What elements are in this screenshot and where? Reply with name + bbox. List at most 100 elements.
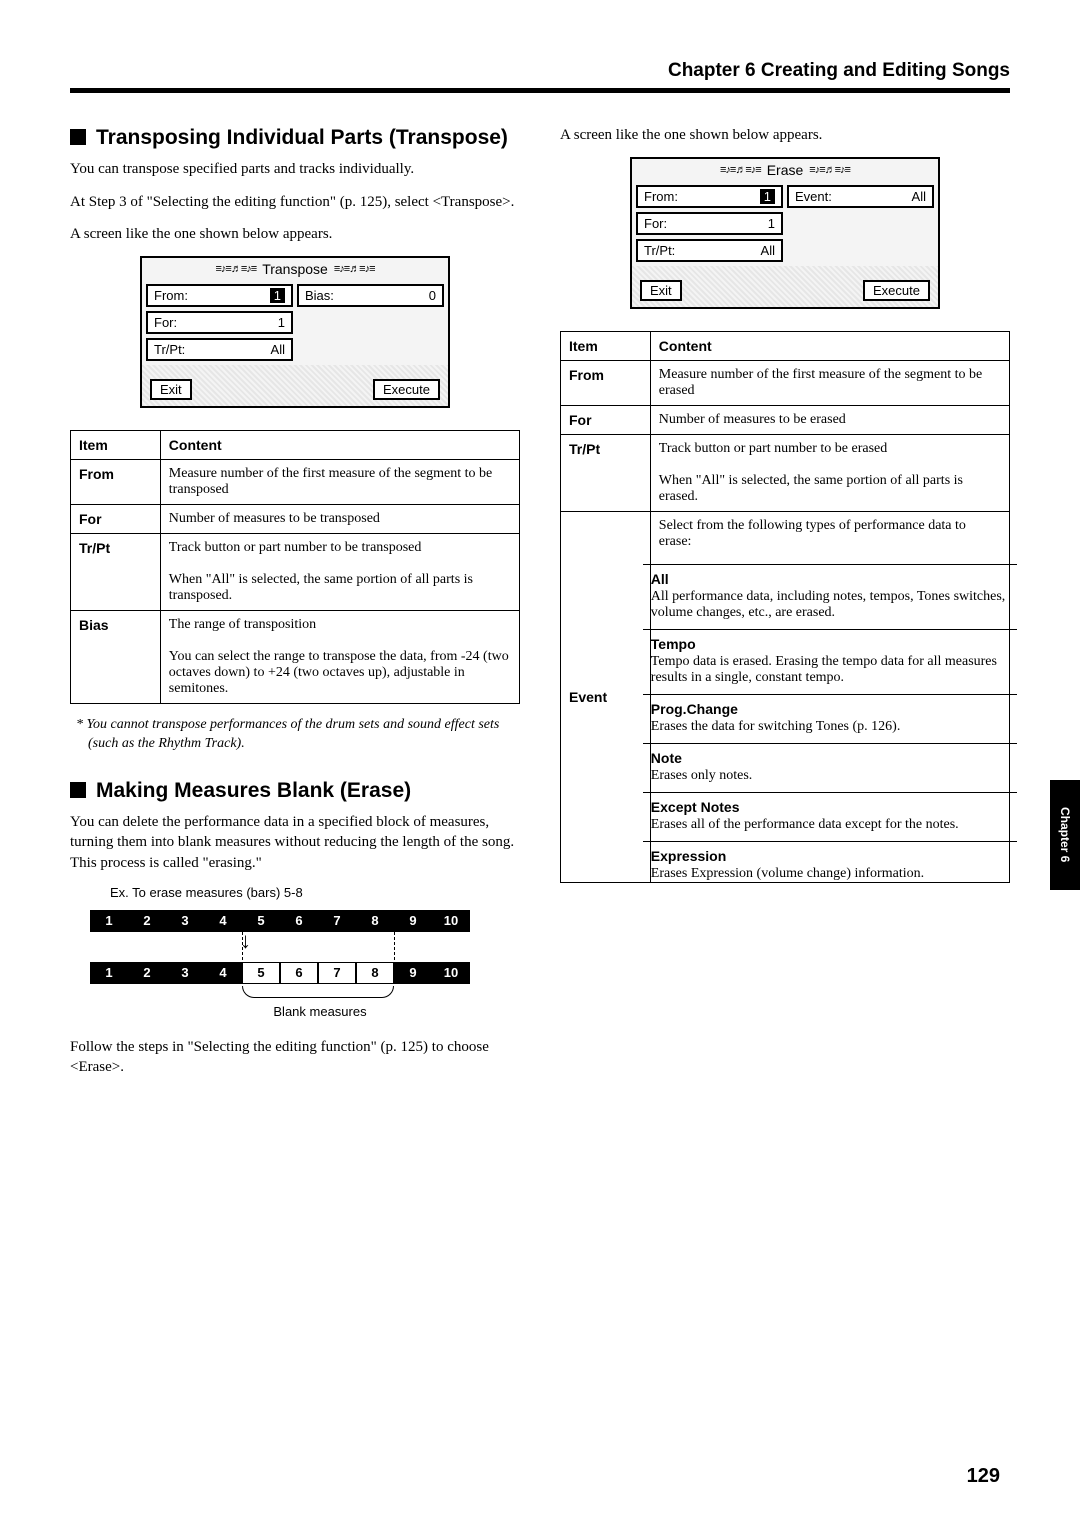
field-label: Event: xyxy=(795,189,832,204)
event-type-desc: Erases only notes. xyxy=(651,768,752,783)
field-value: 1 xyxy=(270,288,285,303)
field-label: Tr/Pt: xyxy=(154,342,185,357)
lcd-title-text: Transpose xyxy=(262,261,328,277)
measure-cell: 9 xyxy=(394,910,432,932)
field-value: 1 xyxy=(278,315,285,330)
measure-cell: 4 xyxy=(204,910,242,932)
event-type-title: Note xyxy=(651,750,1009,766)
left-column: Transposing Individual Parts (Transpose)… xyxy=(70,125,520,1089)
th-content: Content xyxy=(160,431,519,460)
erase-intro: You can delete the performance data in a… xyxy=(70,812,520,873)
transpose-intro: You can transpose specified parts and tr… xyxy=(70,159,520,179)
lcd-decor-icon: ≡♪≡♬≡♪≡ xyxy=(334,263,375,275)
event-type-desc: Erases Expression (volume change) inform… xyxy=(651,866,924,881)
lcd-title-text: Erase xyxy=(767,162,804,178)
exit-button[interactable]: Exit xyxy=(640,280,682,301)
row-item: For xyxy=(71,505,161,534)
lcd-event-field[interactable]: Event: All xyxy=(787,185,934,208)
lcd-decor-icon: ≡♪≡♬≡♪≡ xyxy=(216,263,257,275)
row-content: Measure number of the first measure of t… xyxy=(160,460,519,505)
field-value: 0 xyxy=(429,288,436,303)
transpose-heading: Transposing Individual Parts (Transpose) xyxy=(70,125,520,151)
measure-diagram: 12345678910 ↓ 12345678910 Blank measures xyxy=(90,910,520,1019)
measure-cell: 4 xyxy=(204,962,242,984)
event-type-title: All xyxy=(651,571,1009,587)
arrow-down-icon: ↓ xyxy=(90,930,251,952)
lcd-from-field[interactable]: From: 1 xyxy=(146,284,293,307)
brace-label: Blank measures xyxy=(220,1004,420,1019)
row-content: Track button or part number to be transp… xyxy=(160,534,519,611)
erase-example-caption: Ex. To erase measures (bars) 5-8 xyxy=(110,885,520,900)
row-content: Number of measures to be transposed xyxy=(160,505,519,534)
chapter-heading: Chapter 6 Creating and Editing Songs xyxy=(70,60,1010,93)
measure-cell: 1 xyxy=(90,962,128,984)
lcd-for-field[interactable]: For: 1 xyxy=(636,212,783,235)
measure-cell: 3 xyxy=(166,910,204,932)
measure-cell: 10 xyxy=(432,910,470,932)
th-content: Content xyxy=(650,332,1009,361)
right-column: A screen like the one shown below appear… xyxy=(560,125,1010,1089)
lcd-decor-icon: ≡♪≡♬≡♪≡ xyxy=(720,164,761,176)
measure-cell: 3 xyxy=(166,962,204,984)
row-content-line: The range of transposition xyxy=(169,617,316,632)
row-content: Measure number of the first measure of t… xyxy=(650,361,1009,406)
transpose-lcd: ≡♪≡♬≡♪≡ Transpose ≡♪≡♬≡♪≡ From: 1 For: 1… xyxy=(140,256,450,408)
row-content-line: Track button or part number to be transp… xyxy=(169,540,422,555)
event-type-desc: All performance data, including notes, t… xyxy=(651,589,1006,620)
lcd-trpt-field[interactable]: Tr/Pt: All xyxy=(636,239,783,262)
measure-cell: 10 xyxy=(432,962,470,984)
heading-text: Transposing Individual Parts (Transpose) xyxy=(96,125,508,151)
field-label: For: xyxy=(154,315,177,330)
erase-screen-intro: A screen like the one shown below appear… xyxy=(560,125,1010,145)
event-type-desc: Erases the data for switching Tones (p. … xyxy=(651,719,901,734)
row-content-line: Track button or part number to be erased xyxy=(659,441,887,456)
heading-text: Making Measures Blank (Erase) xyxy=(96,778,411,804)
row-content-line: You can select the range to transpose th… xyxy=(169,649,509,696)
row-item: From xyxy=(561,361,651,406)
row-content-line: When "All" is selected, the same portion… xyxy=(659,473,963,504)
row-item: From xyxy=(71,460,161,505)
transpose-footnote: * You cannot transpose performances of t… xyxy=(70,716,520,754)
page-number: 129 xyxy=(967,1465,1000,1488)
event-type-title: Tempo xyxy=(651,636,1009,652)
transpose-param-table: Item Content From Measure number of the … xyxy=(70,430,520,704)
measure-cell: 7 xyxy=(318,910,356,932)
field-label: Bias: xyxy=(305,288,334,303)
lcd-trpt-field[interactable]: Tr/Pt: All xyxy=(146,338,293,361)
row-content: The range of transposition You can selec… xyxy=(160,611,519,704)
lcd-title: ≡♪≡♬≡♪≡ Transpose ≡♪≡♬≡♪≡ xyxy=(142,258,448,280)
execute-button[interactable]: Execute xyxy=(373,379,440,400)
measure-cell: 1 xyxy=(90,910,128,932)
row-content: Number of measures to be erased xyxy=(650,406,1009,435)
row-item: Bias xyxy=(71,611,161,704)
row-item: Tr/Pt xyxy=(71,534,161,611)
lcd-bias-field[interactable]: Bias: 0 xyxy=(297,284,444,307)
measure-cell: 7 xyxy=(318,962,356,984)
row-item: Tr/Pt xyxy=(561,435,651,512)
event-type-title: Except Notes xyxy=(651,799,1009,815)
event-type-desc: Erases all of the performance data excep… xyxy=(651,817,959,832)
event-type-title: Prog.Change xyxy=(651,701,1009,717)
square-icon xyxy=(70,129,86,145)
exit-button[interactable]: Exit xyxy=(150,379,192,400)
field-label: Tr/Pt: xyxy=(644,243,675,258)
square-icon xyxy=(70,782,86,798)
th-item: Item xyxy=(561,332,651,361)
row-content: Track button or part number to be erased… xyxy=(650,435,1009,512)
row-content-line: When "All" is selected, the same portion… xyxy=(169,572,473,603)
th-item: Item xyxy=(71,431,161,460)
lcd-for-field[interactable]: For: 1 xyxy=(146,311,293,334)
measure-cell: 8 xyxy=(356,962,394,984)
measure-cell: 6 xyxy=(280,910,318,932)
measure-cell: 6 xyxy=(280,962,318,984)
field-value: 1 xyxy=(768,216,775,231)
lcd-from-field[interactable]: From: 1 xyxy=(636,185,783,208)
lcd-title: ≡♪≡♬≡♪≡ Erase ≡♪≡♬≡♪≡ xyxy=(632,159,938,181)
execute-button[interactable]: Execute xyxy=(863,280,930,301)
row-item: Event xyxy=(561,512,651,883)
erase-follow: Follow the steps in "Selecting the editi… xyxy=(70,1037,520,1078)
row-item: For xyxy=(561,406,651,435)
event-intro: Select from the following types of perfo… xyxy=(651,512,1009,556)
brace-icon xyxy=(242,986,394,998)
field-value: All xyxy=(912,189,926,204)
